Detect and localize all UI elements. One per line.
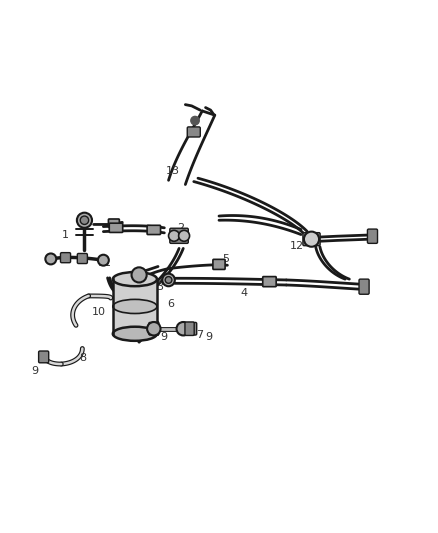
FancyBboxPatch shape <box>185 322 194 335</box>
Text: 12: 12 <box>290 241 304 252</box>
FancyBboxPatch shape <box>187 322 197 335</box>
Text: 8: 8 <box>79 353 86 363</box>
Circle shape <box>191 116 199 125</box>
Circle shape <box>169 230 180 241</box>
Ellipse shape <box>113 300 157 313</box>
FancyBboxPatch shape <box>109 219 119 228</box>
Text: 11: 11 <box>98 258 112 268</box>
Text: 1: 1 <box>62 230 69 240</box>
FancyBboxPatch shape <box>149 322 159 335</box>
FancyBboxPatch shape <box>263 277 276 287</box>
Circle shape <box>147 322 161 335</box>
FancyBboxPatch shape <box>39 351 49 363</box>
Circle shape <box>177 322 190 335</box>
Ellipse shape <box>113 272 157 286</box>
Circle shape <box>179 230 190 241</box>
FancyBboxPatch shape <box>303 232 320 246</box>
FancyBboxPatch shape <box>77 254 88 263</box>
FancyBboxPatch shape <box>147 225 161 235</box>
Text: 9: 9 <box>32 366 39 376</box>
Circle shape <box>165 277 172 284</box>
FancyBboxPatch shape <box>170 228 188 244</box>
Text: 7: 7 <box>197 330 204 341</box>
FancyBboxPatch shape <box>213 260 225 270</box>
Circle shape <box>80 216 88 224</box>
FancyBboxPatch shape <box>187 127 200 137</box>
Circle shape <box>131 268 147 282</box>
Circle shape <box>46 254 56 264</box>
Bar <box>113 279 157 334</box>
Text: 10: 10 <box>92 307 106 317</box>
Circle shape <box>162 273 175 286</box>
Text: 9: 9 <box>205 332 212 342</box>
Text: 3: 3 <box>157 281 164 292</box>
Circle shape <box>98 255 109 265</box>
FancyBboxPatch shape <box>109 223 123 232</box>
Circle shape <box>77 213 92 228</box>
Text: 4: 4 <box>240 288 248 297</box>
Text: 9: 9 <box>160 332 167 342</box>
Text: 2: 2 <box>177 223 185 233</box>
Ellipse shape <box>113 327 157 341</box>
FancyBboxPatch shape <box>60 253 71 263</box>
Text: 5: 5 <box>222 254 229 264</box>
FancyBboxPatch shape <box>367 229 378 244</box>
Text: 13: 13 <box>166 166 180 176</box>
Circle shape <box>304 232 319 247</box>
Text: 6: 6 <box>167 300 174 309</box>
FancyBboxPatch shape <box>359 279 369 294</box>
